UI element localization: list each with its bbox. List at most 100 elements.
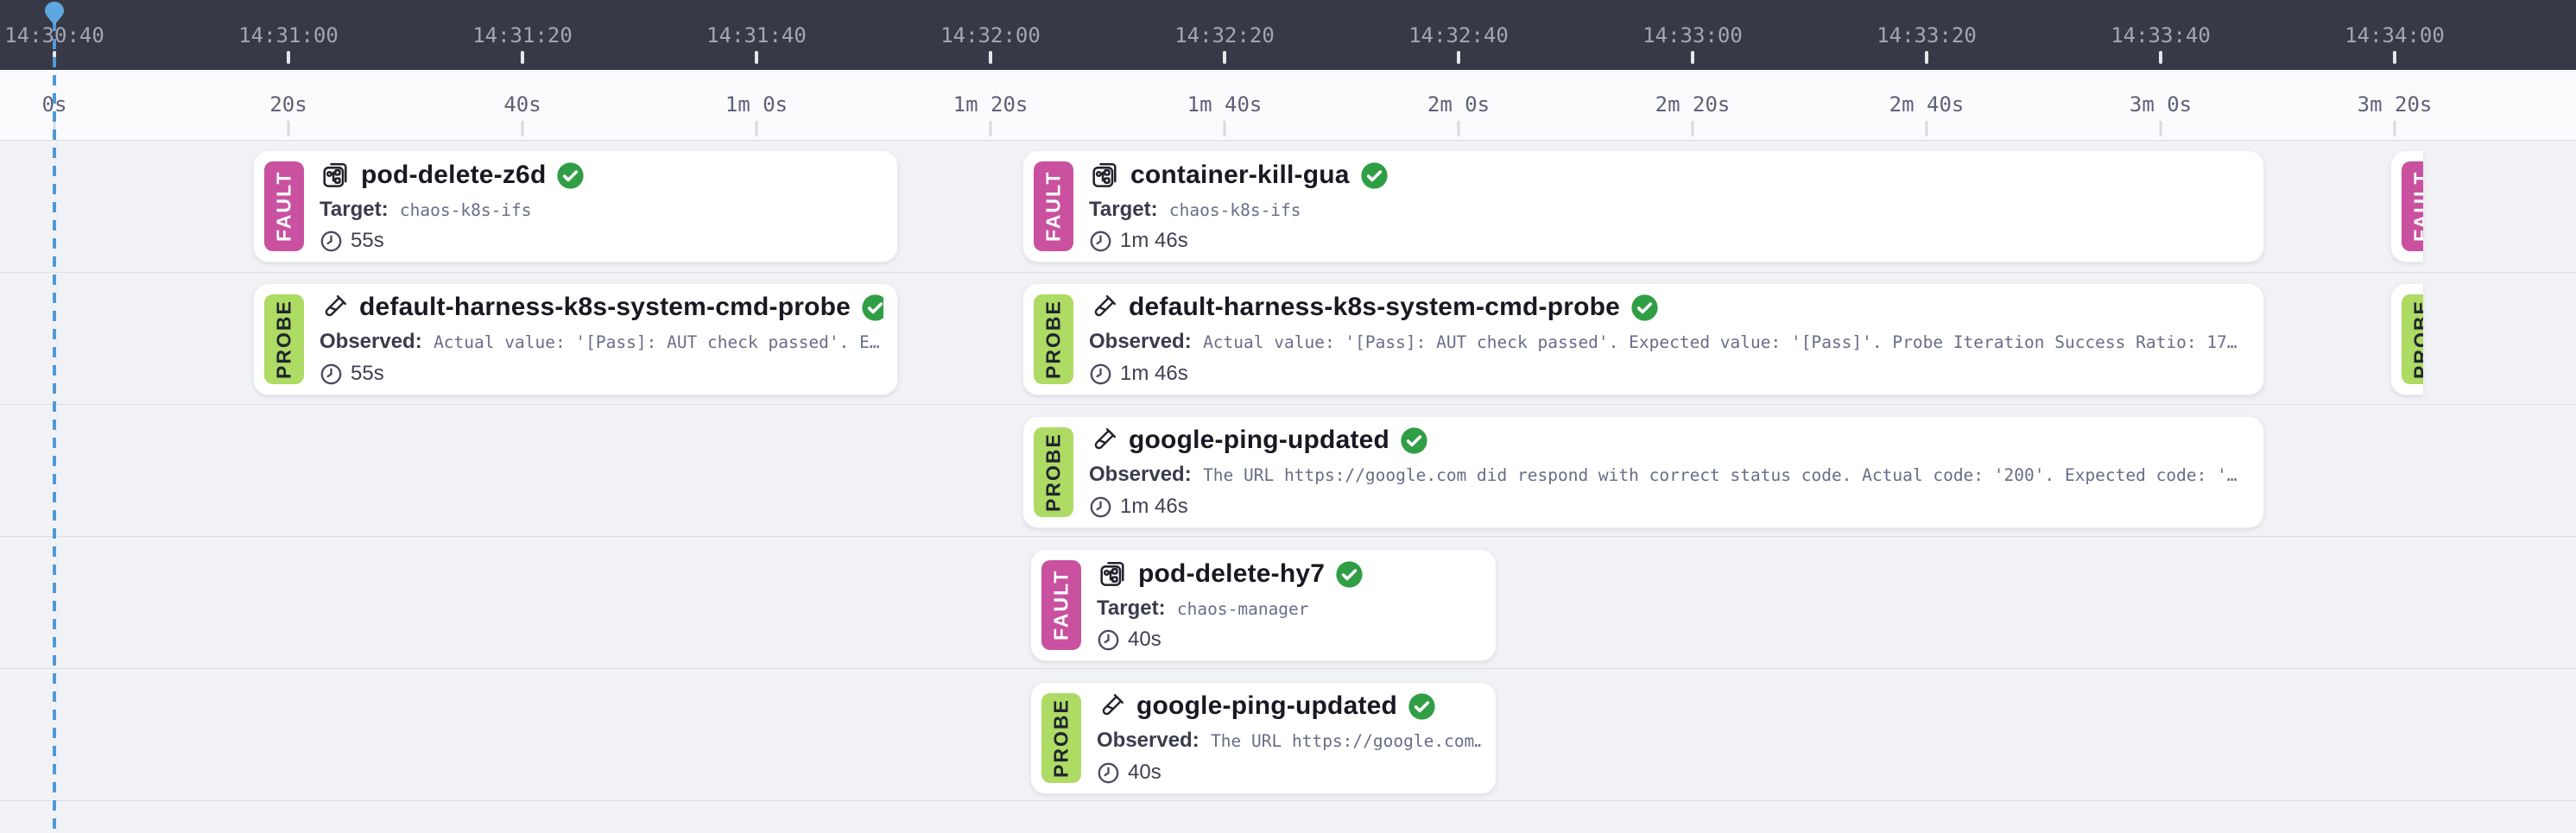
card-meta-label: Target: bbox=[1089, 198, 1158, 221]
timeline-row bbox=[0, 405, 2576, 537]
card-title: google-ping-updated bbox=[1136, 691, 1398, 720]
absolute-time-label: 14:32:00 bbox=[940, 23, 1041, 47]
card-duration-row: 55s bbox=[320, 229, 883, 253]
timeline-absolute-ruler[interactable]: 14:30:4014:31:0014:31:2014:31:4014:32:00… bbox=[0, 0, 2576, 70]
card-duration-row: 55s bbox=[320, 362, 883, 386]
relative-ruler-tick bbox=[1223, 121, 1226, 136]
fault-badge: FAULT bbox=[2402, 161, 2423, 251]
absolute-time-label: 14:34:00 bbox=[2345, 23, 2445, 47]
absolute-ruler-tick bbox=[2159, 51, 2162, 64]
relative-time-label: 1m 20s bbox=[953, 92, 1029, 117]
probe-card[interactable]: PROBE default-harness-k8s-system-cmd-pro… bbox=[253, 283, 898, 395]
fault-card[interactable]: FAULT pod-delete-hy7 bbox=[1030, 549, 1497, 661]
card-meta-label: Observed: bbox=[1089, 330, 1192, 353]
probe-badge: PROBE bbox=[264, 294, 304, 384]
absolute-ruler-tick bbox=[521, 51, 524, 64]
clock-icon bbox=[320, 230, 343, 253]
timeline-row bbox=[0, 141, 2576, 273]
relative-ruler-tick bbox=[1925, 121, 1928, 136]
card-duration-row: 1m 46s bbox=[1089, 229, 2250, 253]
clock-icon bbox=[320, 363, 343, 386]
card-duration: 1m 46s bbox=[1120, 362, 1188, 385]
clock-icon bbox=[1097, 761, 1120, 785]
card-content: default-harness-k8s-system-cmd-probe Obs… bbox=[1089, 284, 2263, 394]
relative-time-label: 3m 0s bbox=[2129, 92, 2193, 117]
card-meta-value: The URL https://google.com… bbox=[1211, 731, 1482, 751]
card-title: container-kill-gua bbox=[1130, 161, 1350, 189]
status-passed-icon bbox=[556, 161, 585, 190]
probe-card[interactable]: PROBE google-ping-updated bbox=[1022, 416, 2264, 528]
status-passed-icon bbox=[1400, 426, 1428, 455]
card-title: pod-delete-hy7 bbox=[1138, 559, 1326, 588]
card-duration: 40s bbox=[1128, 760, 1161, 784]
card-meta-label: Observed: bbox=[320, 330, 422, 353]
relative-time-label: 2m 0s bbox=[1427, 92, 1491, 117]
fault-icon bbox=[1089, 160, 1120, 191]
absolute-ruler-tick bbox=[755, 51, 758, 64]
card-title-row: default-harness-k8s-system-cmd-probe bbox=[320, 293, 883, 322]
absolute-time-label: 14:32:40 bbox=[1408, 23, 1509, 47]
relative-ruler-tick bbox=[1457, 121, 1460, 136]
card-title-row: google-ping-updated bbox=[1089, 426, 2250, 455]
probe-badge: PROBE bbox=[2402, 294, 2423, 384]
fault-card[interactable]: FAULT container-kill-gua bbox=[1022, 150, 2264, 262]
clock-icon bbox=[1089, 230, 1112, 253]
playhead-icon[interactable] bbox=[45, 2, 64, 26]
relative-ruler-tick bbox=[521, 121, 524, 136]
relative-time-label: 20s bbox=[269, 92, 307, 117]
card-duration-row: 40s bbox=[1097, 628, 1482, 652]
card-meta-value: Actual value: '[Pass]: AUT check passed'… bbox=[434, 332, 880, 352]
relative-time-label: 2m 40s bbox=[1889, 92, 1965, 117]
absolute-ruler-tick bbox=[1691, 51, 1694, 64]
clock-icon bbox=[1089, 363, 1112, 386]
absolute-time-label: 14:32:20 bbox=[1174, 23, 1275, 47]
card-content: pod-delete-hy7 Target: chaos-manager bbox=[1097, 550, 1496, 660]
card-meta-row: Target: chaos-manager bbox=[1097, 596, 1482, 621]
absolute-time-label: 14:33:00 bbox=[1642, 23, 1743, 47]
relative-ruler-tick bbox=[2393, 121, 2396, 136]
card-meta-row: Observed: Actual value: '[Pass]: AUT che… bbox=[320, 330, 883, 354]
card-duration: 1m 46s bbox=[1120, 229, 1188, 252]
card-title-row: google-ping-updated bbox=[1097, 691, 1482, 721]
probe-card[interactable]: PROBE google-ping-updated bbox=[1030, 682, 1497, 794]
absolute-ruler-tick bbox=[1925, 51, 1928, 64]
card-type-label: FAULT bbox=[1049, 569, 1073, 641]
status-passed-icon bbox=[1360, 161, 1389, 190]
fault-card[interactable]: FAULT pod-delete-z6d bbox=[253, 150, 898, 262]
card-type-label: PROBE bbox=[1041, 300, 1065, 379]
probe-icon bbox=[1089, 426, 1118, 455]
probe-card[interactable]: PROBE default-harness-k8s-system-cmd-pro… bbox=[1022, 283, 2264, 395]
absolute-ruler-tick bbox=[1457, 51, 1460, 64]
card-title: google-ping-updated bbox=[1129, 426, 1390, 454]
card-title-row: pod-delete-hy7 bbox=[1097, 558, 1482, 590]
card-meta-value: chaos-k8s-ifs bbox=[399, 200, 532, 220]
card-duration-row: 1m 46s bbox=[1089, 362, 2250, 386]
card-duration: 55s bbox=[351, 229, 384, 252]
probe-icon bbox=[320, 293, 349, 322]
relative-time-label: 3m 20s bbox=[2357, 92, 2433, 117]
status-passed-icon bbox=[1335, 560, 1364, 589]
card-duration: 1m 46s bbox=[1120, 495, 1188, 518]
card-title: default-harness-k8s-system-cmd-probe bbox=[359, 293, 851, 321]
card-meta-row: Observed: Actual value: '[Pass]: AUT che… bbox=[1089, 330, 2250, 354]
card-meta-label: Target: bbox=[320, 198, 389, 221]
status-passed-icon bbox=[861, 293, 883, 322]
card-title-row: pod-delete-z6d bbox=[320, 160, 883, 191]
relative-time-label: 40s bbox=[503, 92, 541, 117]
status-passed-icon bbox=[1408, 692, 1436, 721]
absolute-time-label: 14:31:20 bbox=[472, 23, 573, 47]
timeline-row bbox=[0, 273, 2576, 405]
fault-icon bbox=[320, 160, 351, 191]
card-type-label: FAULT bbox=[1041, 170, 1065, 243]
card-type-label: PROBE bbox=[1049, 698, 1073, 778]
card-meta-row: Observed: The URL https://google.com did… bbox=[1089, 463, 2250, 487]
probe-card[interactable]: PROBE bbox=[2390, 283, 2423, 395]
absolute-ruler-tick bbox=[989, 51, 992, 64]
card-meta-label: Target: bbox=[1097, 596, 1166, 620]
fault-badge: FAULT bbox=[1041, 560, 1081, 650]
fault-card[interactable]: FAULT bbox=[2390, 150, 2423, 262]
card-duration: 55s bbox=[351, 362, 384, 385]
status-passed-icon bbox=[1630, 293, 1659, 322]
card-title: default-harness-k8s-system-cmd-probe bbox=[1129, 293, 1621, 321]
